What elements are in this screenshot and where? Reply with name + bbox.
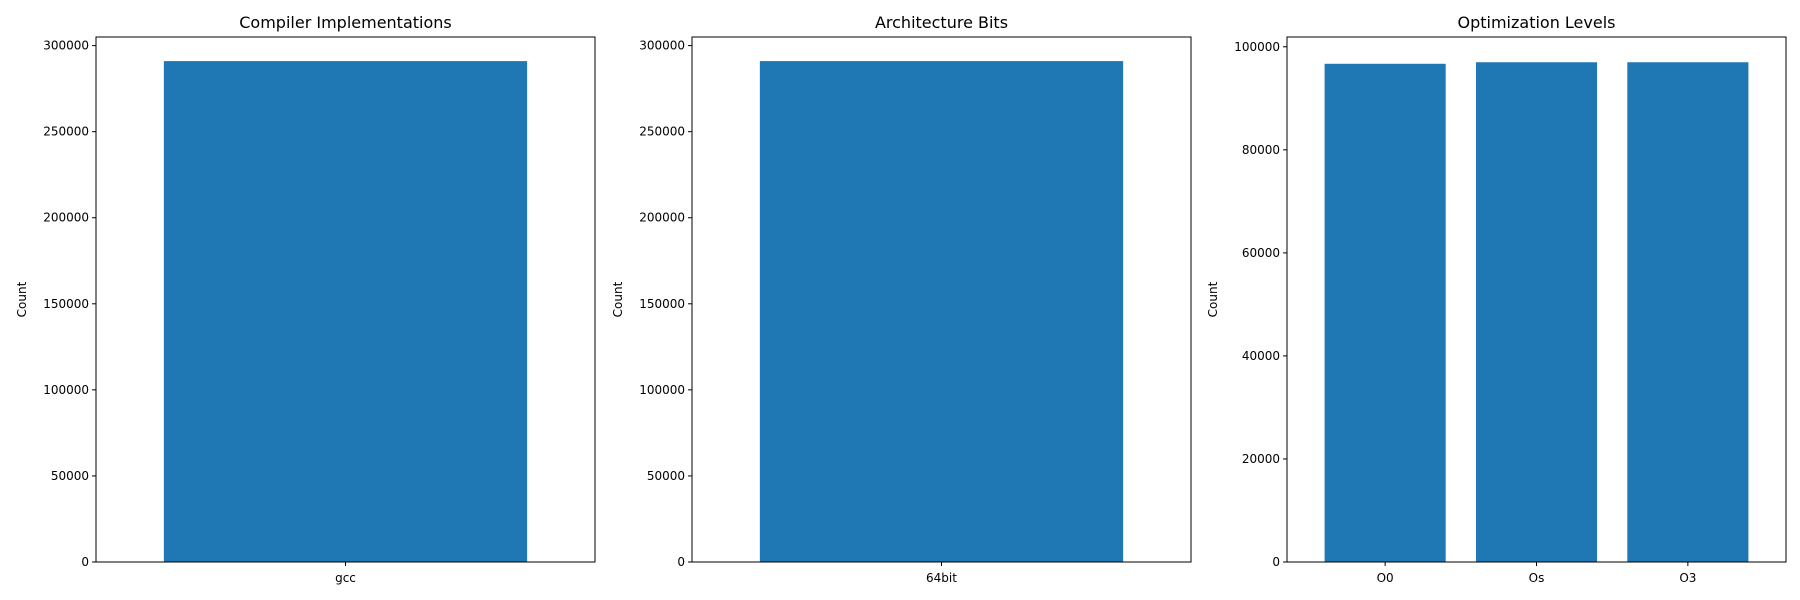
x-tick-label: gcc — [335, 571, 356, 585]
y-tick-label: 0 — [81, 555, 89, 569]
chart-panel: O0 Os O3 0 20000 40000 60000 80000 100000 Optimiz… — [1206, 13, 1787, 585]
y-tick-label: 80000 — [1242, 143, 1280, 157]
x-tick-label: Os — [1529, 571, 1545, 585]
y-tick-label: 50000 — [647, 469, 685, 483]
x-tick-label: O0 — [1377, 571, 1394, 585]
y-axis-label: Count — [1206, 281, 1220, 317]
y-tick-label: 0 — [677, 555, 685, 569]
bar — [1627, 62, 1749, 563]
axes-frame — [95, 36, 596, 563]
y-tick-label: 100000 — [43, 383, 89, 397]
y-tick-label: 250000 — [639, 125, 685, 139]
y-tick-label: 0 — [1272, 555, 1280, 569]
axes-frame — [1286, 36, 1787, 563]
y-tick-label: 200000 — [639, 211, 685, 225]
y-tick-label: 60000 — [1242, 246, 1280, 260]
chart-title: Architecture Bits — [875, 13, 1008, 32]
bar — [1475, 62, 1598, 563]
y-tick-label: 200000 — [43, 211, 89, 225]
y-tick-label: 40000 — [1242, 349, 1280, 363]
axes-frame — [691, 36, 1192, 563]
bar — [1324, 63, 1446, 563]
y-tick-label: 100000 — [639, 383, 685, 397]
y-tick-label: 300000 — [43, 39, 89, 53]
bar — [759, 61, 1124, 563]
y-tick-label: 150000 — [43, 297, 89, 311]
y-tick-label: 50000 — [51, 469, 89, 483]
y-tick-label: 20000 — [1242, 452, 1280, 466]
x-tick-label: O3 — [1679, 571, 1696, 585]
y-axis-label: Count — [611, 281, 625, 317]
bar — [163, 61, 528, 563]
y-tick-label: 100000 — [1234, 40, 1280, 54]
chart-title: Compiler Implementations — [239, 13, 451, 32]
chart-panel: 64bit 0 50000 100000 150000 200000 250000 30000… — [611, 13, 1192, 585]
x-tick-label: 64bit — [926, 571, 957, 585]
chart-title: Optimization Levels — [1457, 13, 1615, 32]
y-tick-label: 300000 — [639, 39, 685, 53]
chart-panel: gcc 0 50000 100000 150000 200000 250000 300000 C… — [15, 13, 596, 585]
y-axis-label: Count — [15, 281, 29, 317]
y-tick-label: 150000 — [639, 297, 685, 311]
y-tick-label: 250000 — [43, 125, 89, 139]
